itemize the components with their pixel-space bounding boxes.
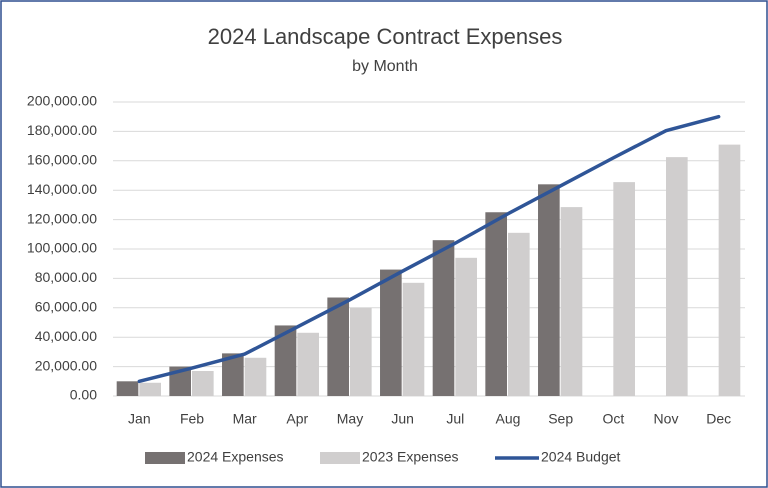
y-tick-label: 20,000.00 bbox=[35, 357, 97, 373]
y-tick-label: 200,000.00 bbox=[27, 93, 97, 109]
x-tick-label: Apr bbox=[286, 411, 308, 427]
x-tick-label: Aug bbox=[496, 411, 521, 427]
bar bbox=[538, 184, 560, 396]
line bbox=[137, 114, 721, 384]
bar bbox=[432, 240, 455, 396]
y-tick-label: 80,000.00 bbox=[35, 269, 97, 285]
chart-subtitle: by Month bbox=[352, 58, 418, 75]
x-tick-label: Dec bbox=[706, 411, 731, 427]
y-tick-label: 0.00 bbox=[70, 387, 97, 403]
x-tick-label: Sep bbox=[548, 411, 573, 427]
x-tick-label: Nov bbox=[654, 411, 679, 427]
bar bbox=[666, 157, 688, 396]
bar bbox=[560, 207, 583, 396]
y-tick-label: 40,000.00 bbox=[35, 328, 97, 344]
bar bbox=[274, 325, 297, 396]
legend-label: 2023 Expenses bbox=[362, 449, 459, 465]
x-tick-label: Oct bbox=[602, 411, 624, 427]
chart-title: 2024 Landscape Contract Expenses bbox=[208, 24, 563, 49]
x-tick-label: Mar bbox=[233, 411, 257, 427]
bar bbox=[139, 382, 161, 396]
bar bbox=[485, 212, 507, 396]
bar bbox=[402, 282, 425, 396]
bar bbox=[244, 357, 267, 396]
bar bbox=[508, 232, 530, 396]
x-tick-label: Feb bbox=[180, 411, 204, 427]
legend-swatch bbox=[320, 452, 360, 464]
bar bbox=[116, 381, 139, 396]
bar bbox=[718, 144, 741, 396]
bar bbox=[192, 371, 214, 396]
x-tick-label: Jun bbox=[391, 411, 414, 427]
legend-label: 2024 Expenses bbox=[187, 449, 284, 465]
x-tick-label: Jan bbox=[128, 411, 151, 427]
bar bbox=[297, 332, 319, 396]
y-tick-label: 140,000.00 bbox=[27, 181, 97, 197]
x-tick-label: Jul bbox=[446, 411, 464, 427]
bar bbox=[455, 257, 477, 396]
y-tick-label: 120,000.00 bbox=[27, 210, 97, 226]
bar bbox=[350, 307, 372, 396]
y-tick-label: 180,000.00 bbox=[27, 122, 97, 138]
bar bbox=[380, 269, 402, 396]
y-tick-label: 100,000.00 bbox=[27, 240, 97, 256]
bar bbox=[222, 353, 244, 396]
bar bbox=[327, 297, 349, 396]
x-tick-label: May bbox=[337, 411, 363, 427]
y-tick-label: 160,000.00 bbox=[27, 152, 97, 168]
bar bbox=[613, 182, 635, 396]
legend-label: 2024 Budget bbox=[541, 449, 621, 465]
legend-swatch bbox=[145, 452, 185, 464]
y-tick-label: 60,000.00 bbox=[35, 299, 97, 315]
